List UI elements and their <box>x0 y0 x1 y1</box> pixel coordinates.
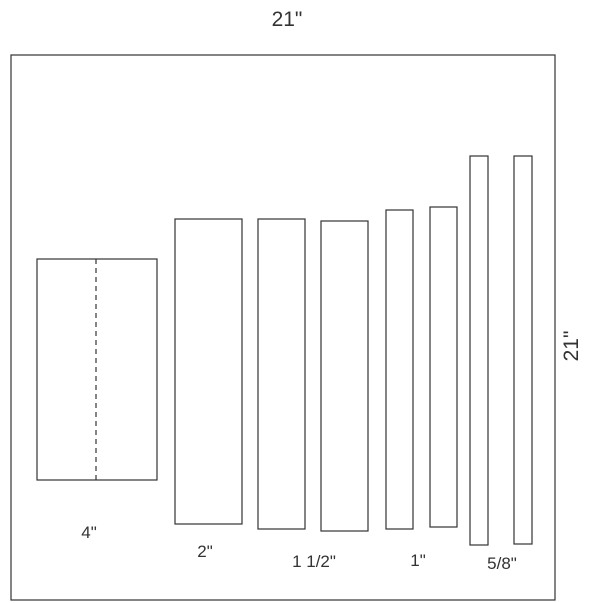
piece-1-1-2in-b <box>320 220 369 532</box>
board-outline <box>10 54 556 601</box>
piece-1-1-2in-a <box>257 218 306 530</box>
label-2in: 2" <box>197 542 213 561</box>
label-1-1-2in: 1 1/2" <box>292 552 336 571</box>
piece-4in <box>36 258 158 481</box>
piece-1in-b <box>429 206 458 528</box>
piece-2in <box>174 218 243 525</box>
label-1in: 1" <box>410 551 426 570</box>
piece-5-8in-b <box>513 155 533 545</box>
label-4in: 4" <box>81 523 97 542</box>
piece-1in-a <box>385 209 414 530</box>
piece-5-8in-a <box>469 155 489 546</box>
width-label: 21" <box>272 8 303 31</box>
height-label: 21" <box>560 331 583 362</box>
label-5-8in: 5/8" <box>487 554 517 573</box>
